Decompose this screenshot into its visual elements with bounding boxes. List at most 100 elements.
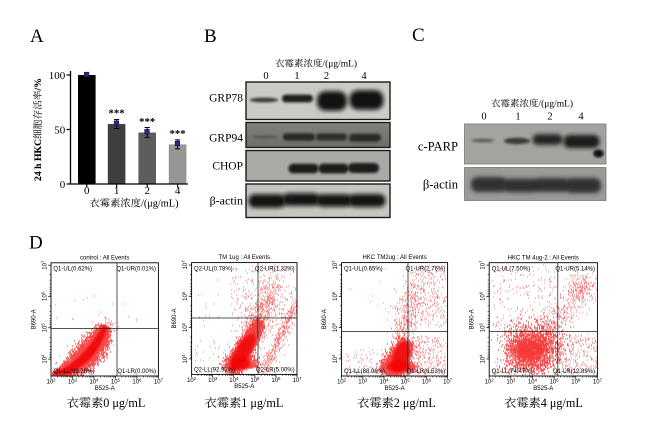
svg-text:B690-A: B690-A: [322, 309, 328, 329]
svg-text:Q1-LR(12.89%): Q1-LR(12.89%): [553, 369, 595, 375]
svg-text:CHOP: CHOP: [212, 161, 243, 173]
svg-text:C: C: [412, 25, 425, 46]
svg-text:106: 106: [479, 291, 487, 301]
svg-text:4: 4: [175, 185, 181, 197]
svg-text:2: 2: [547, 112, 552, 123]
svg-text:Q1-UL(0.62%): Q1-UL(0.62%): [53, 267, 92, 273]
svg-text:β-actin: β-actin: [423, 178, 459, 192]
svg-text:106: 106: [132, 377, 142, 385]
svg-text:103: 103: [68, 377, 78, 385]
svg-text:β-actin: β-actin: [210, 194, 243, 208]
svg-text:107: 107: [181, 260, 189, 270]
svg-text:103: 103: [506, 377, 516, 385]
svg-text:GRP94: GRP94: [209, 133, 243, 145]
svg-text:104: 104: [528, 377, 538, 385]
svg-text:Q1-LL(88.06%): Q1-LL(88.06%): [344, 369, 385, 375]
svg-text:Q1-LR(0.00%): Q1-LR(0.00%): [117, 369, 156, 375]
svg-text:B525-A: B525-A: [533, 386, 553, 392]
svg-text:HKC TM 4ug-2 : All Events: HKC TM 4ug-2 : All Events: [508, 255, 579, 261]
svg-text:107: 107: [479, 260, 487, 270]
svg-text:100: 100: [49, 70, 66, 82]
svg-text:/(μg/mL): /(μg/mL): [322, 59, 357, 70]
svg-text:control : All Events: control : All Events: [80, 255, 129, 261]
svg-text:106: 106: [271, 376, 281, 384]
svg-text:***: ***: [108, 108, 124, 120]
svg-text:50: 50: [54, 124, 66, 136]
svg-text:105: 105: [111, 377, 121, 385]
svg-text:107: 107: [292, 376, 302, 384]
svg-text:102: 102: [485, 377, 495, 385]
svg-text:106: 106: [571, 377, 581, 385]
svg-text:TM 1ug : All Events: TM 1ug : All Events: [218, 255, 270, 261]
svg-text:103: 103: [358, 377, 368, 385]
svg-text:D: D: [29, 233, 43, 254]
svg-text:Q1-UR(2.76%): Q1-UR(2.76%): [406, 266, 446, 272]
svg-text:B525-A: B525-A: [385, 386, 405, 392]
svg-text:HKC TM2ug : All Events: HKC TM2ug : All Events: [362, 255, 426, 261]
svg-text:102: 102: [187, 376, 197, 384]
svg-text:105: 105: [250, 376, 260, 384]
svg-text:103: 103: [208, 376, 218, 384]
svg-text:c-PARP: c-PARP: [418, 140, 458, 154]
svg-text:105: 105: [479, 323, 487, 333]
svg-text:Q2-LR(5.00%): Q2-LR(5.00%): [256, 368, 295, 374]
svg-text:Q2-LL(92.91%): Q2-LL(92.91%): [194, 368, 235, 374]
svg-text:104: 104: [181, 354, 189, 364]
svg-text:105: 105: [181, 322, 189, 332]
svg-text:104: 104: [89, 377, 99, 385]
svg-text:105: 105: [401, 377, 411, 385]
svg-text:1: 1: [294, 71, 299, 82]
svg-text:105: 105: [550, 377, 560, 385]
svg-text:***: ***: [169, 128, 185, 140]
svg-text:104: 104: [229, 376, 239, 384]
svg-text:0: 0: [60, 179, 66, 191]
svg-text:4: 4: [578, 112, 584, 123]
svg-text:Q1-UL(0.65%): Q1-UL(0.65%): [344, 266, 383, 272]
svg-text:104: 104: [40, 354, 48, 364]
svg-text:104: 104: [379, 377, 389, 385]
svg-text:106: 106: [40, 291, 48, 301]
svg-text:B525-A: B525-A: [95, 386, 115, 392]
svg-text:106: 106: [422, 377, 432, 385]
svg-text:1: 1: [515, 112, 520, 123]
svg-text:/(μg/mL): /(μg/mL): [141, 199, 179, 210]
svg-text:Q1-UL(7.50%): Q1-UL(7.50%): [492, 266, 531, 272]
svg-text:Q2-UR(1.32%): Q2-UR(1.32%): [255, 266, 295, 272]
svg-text:Q1-LL(74.47%): Q1-LL(74.47%): [492, 369, 533, 375]
svg-text:1: 1: [114, 185, 120, 197]
svg-text:0 μg/mL: 0 μg/mL: [103, 396, 145, 410]
svg-text:102: 102: [337, 377, 347, 385]
svg-text:105: 105: [40, 323, 48, 333]
svg-text:105: 105: [331, 322, 339, 332]
svg-text:Q1-LL(99.38%): Q1-LL(99.38%): [53, 369, 94, 375]
svg-text:107: 107: [154, 377, 164, 385]
svg-text:107: 107: [593, 377, 603, 385]
svg-text:Q1-LR(8.53%): Q1-LR(8.53%): [407, 369, 446, 375]
svg-text:Q1-UR(0.01%): Q1-UR(0.01%): [116, 267, 156, 273]
svg-text:B525-A: B525-A: [234, 384, 254, 390]
svg-text:104: 104: [331, 354, 339, 364]
svg-text:4: 4: [361, 71, 367, 82]
svg-text:107: 107: [331, 260, 339, 270]
svg-text:2 μg/mL: 2 μg/mL: [394, 396, 436, 410]
svg-text:1 μg/mL: 1 μg/mL: [241, 396, 283, 410]
svg-text:B690-A: B690-A: [32, 309, 38, 329]
svg-text:/%: /%: [33, 78, 44, 91]
svg-text:GRP78: GRP78: [209, 93, 243, 105]
svg-text:B: B: [204, 26, 217, 47]
svg-text:102: 102: [46, 377, 56, 385]
svg-text:106: 106: [181, 291, 189, 301]
svg-text:2: 2: [144, 185, 150, 197]
svg-text:/(μg/mL): /(μg/mL): [538, 99, 573, 110]
svg-text:2: 2: [324, 71, 329, 82]
svg-text:B690-A: B690-A: [470, 309, 476, 329]
svg-text:Q2-UL(0.78%): Q2-UL(0.78%): [194, 266, 233, 272]
svg-text:107: 107: [40, 260, 48, 270]
svg-text:A: A: [30, 26, 44, 47]
svg-text:Q1-UR(5.14%): Q1-UR(5.14%): [555, 266, 595, 272]
svg-text:0: 0: [481, 112, 486, 123]
svg-text:4 μg/mL: 4 μg/mL: [541, 396, 583, 410]
svg-text:104: 104: [479, 354, 487, 364]
svg-text:***: ***: [139, 116, 155, 128]
svg-text:107: 107: [443, 377, 453, 385]
